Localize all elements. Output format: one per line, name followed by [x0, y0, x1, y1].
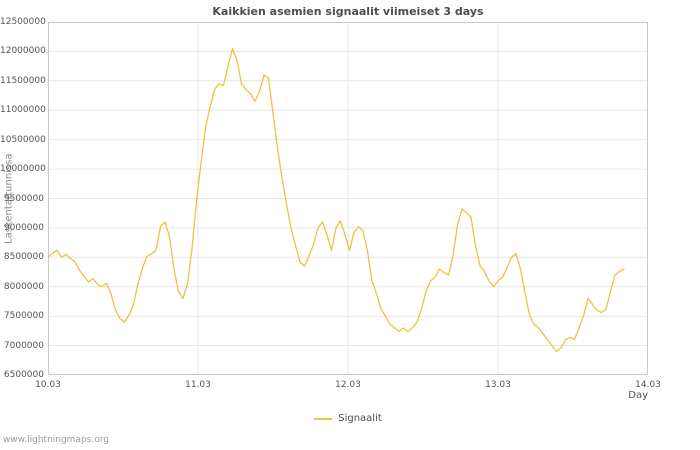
x-tick-label: 11.03: [185, 380, 211, 390]
x-tick-label: 12.03: [335, 380, 361, 390]
y-tick-label: 8000000: [3, 281, 44, 292]
signal-line-chart: [48, 22, 648, 375]
y-tick-label: 10500000: [0, 134, 46, 145]
legend-label: Signaalit: [338, 413, 382, 424]
x-tick-label: 10.03: [35, 380, 61, 390]
y-tick-label: 11500000: [0, 75, 46, 86]
y-tick-label: 9000000: [3, 222, 44, 233]
y-tick-label: 7500000: [3, 311, 44, 322]
legend: Signaalit: [48, 413, 648, 424]
plot-area: [48, 22, 648, 375]
y-tick-label: 12000000: [0, 46, 46, 57]
chart-title: Kaikkien asemien signaalit viimeiset 3 d…: [212, 5, 484, 18]
x-axis-title: Day: [628, 390, 648, 401]
y-tick-label: 12500000: [0, 17, 46, 27]
y-tick-label: 10000000: [0, 164, 46, 175]
y-tick-label: 7000000: [3, 340, 44, 351]
y-tick-label: 8500000: [3, 252, 44, 263]
watermark: www.lightningmaps.org: [3, 435, 109, 445]
y-tick-label: 11000000: [0, 105, 46, 116]
x-tick-label: 13.03: [485, 380, 511, 390]
legend-line-sample: [314, 417, 333, 420]
x-tick-label: 14.03: [635, 380, 661, 390]
y-tick-label: 9500000: [3, 193, 44, 204]
y-tick-label: 6500000: [3, 370, 44, 380]
